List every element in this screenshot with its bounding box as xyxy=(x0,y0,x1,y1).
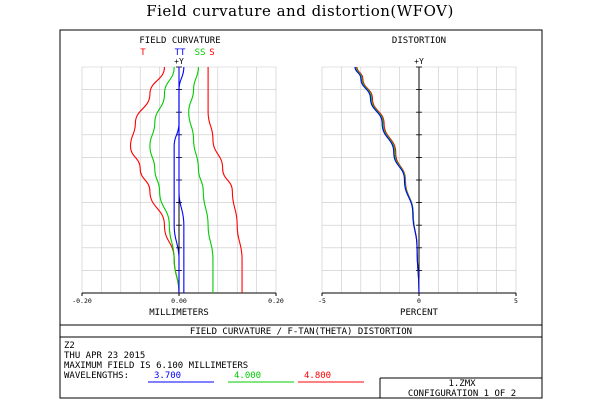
wavelength-legend: 3.700 4.000 4.800 xyxy=(148,371,364,383)
plot-title: FIELD CURVATURE xyxy=(139,36,220,46)
x-tick-label: -5 xyxy=(318,297,326,305)
x-tick-label: 0 xyxy=(417,297,421,305)
series-line-5 xyxy=(178,66,185,294)
distortion-plot: -5 0 5 DISTORTION +Y PERCENT xyxy=(318,36,518,318)
curve-label: SS xyxy=(195,48,206,58)
series-line-1 xyxy=(207,67,243,294)
wavelength-value: 3.700 xyxy=(154,371,181,381)
curve-label: S xyxy=(209,48,214,58)
series-line-2 xyxy=(354,66,420,294)
wavelength-value: 4.000 xyxy=(234,371,261,381)
x-tick-label: 0.20 xyxy=(268,297,284,305)
x-axis-label: MILLIMETERS xyxy=(149,308,209,318)
curve-label: T xyxy=(140,48,146,58)
wavelengths-label: WAVELENGTHS: xyxy=(64,371,129,381)
footer-line-1: Z2 xyxy=(64,341,75,351)
plot-title: DISTORTION xyxy=(392,36,446,46)
file-name: 1.ZMX xyxy=(448,379,476,389)
x-axis-label: PERCENT xyxy=(400,308,439,318)
outer-border xyxy=(59,29,543,399)
footer-banner: FIELD CURVATURE / F-TAN(THETA) DISTORTIO… xyxy=(190,327,412,337)
x-tick-label: 5 xyxy=(514,297,518,305)
series-line-0 xyxy=(129,66,180,294)
series-line-2 xyxy=(149,66,180,294)
wavelength-value: 4.800 xyxy=(304,371,331,381)
series-line-3 xyxy=(188,66,214,294)
curve-label: TT xyxy=(175,48,186,58)
y-axis-label: +Y xyxy=(414,57,424,66)
configuration-label: CONFIGURATION 1 OF 2 xyxy=(408,389,516,399)
footer-line-2: THU APR 23 2015 xyxy=(64,351,145,361)
field-curvature-plot: -0.20 0.00 0.20 FIELD CURVATURE +Y MILLIMETER… xyxy=(72,36,284,318)
footer-line-3: MAXIMUM FIELD IS 6.100 MILLIMETERS xyxy=(64,361,248,371)
page-title: Field curvature and distortion(WFOV) xyxy=(146,2,454,20)
y-axis-label: +Y xyxy=(174,57,184,66)
x-tick-label: -0.20 xyxy=(72,297,92,305)
x-tick-label: 0.00 xyxy=(171,297,187,305)
